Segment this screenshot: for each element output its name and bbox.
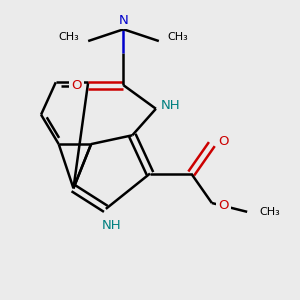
Text: CH₃: CH₃ — [168, 32, 188, 42]
Text: CH₃: CH₃ — [259, 207, 280, 217]
Text: N: N — [118, 14, 128, 27]
Text: O: O — [218, 200, 229, 212]
Text: NH: NH — [102, 219, 122, 232]
Text: CH₃: CH₃ — [58, 32, 79, 42]
Text: O: O — [71, 79, 82, 92]
Text: NH: NH — [161, 99, 180, 112]
Text: O: O — [218, 135, 229, 148]
